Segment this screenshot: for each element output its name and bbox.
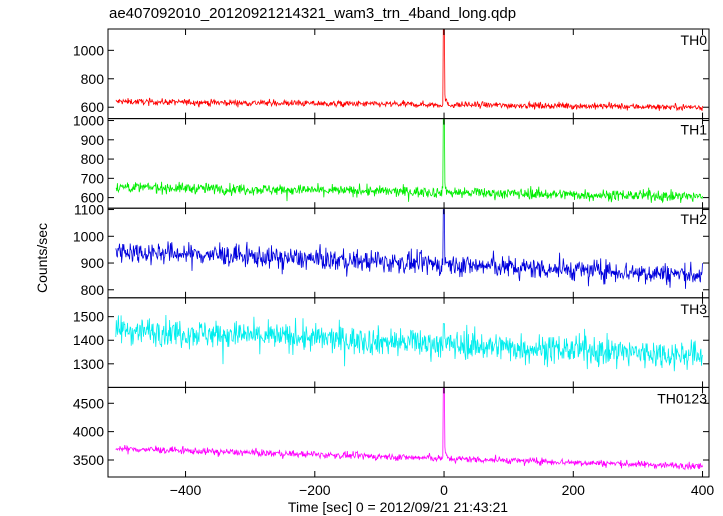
series-label: TH0 [681,32,708,48]
y-tick-label: 900 [81,132,105,148]
y-tick-label: 900 [81,255,105,271]
series-label: TH2 [681,211,708,227]
y-tick-label: 1000 [73,113,104,129]
panels-group: 600 800 1000 TH0 600 700 800 900 1000 TH1 800 900 10… [73,28,715,498]
panel-frame [107,386,710,478]
panel-th2: 800 900 1000 1100 TH2 [73,202,710,299]
x-tick-label: 0 [440,482,448,498]
y-tick-label: 4500 [73,395,104,411]
y-tick-label: 1400 [73,332,104,348]
panel-th3: 1300 1400 1500 TH3 [73,297,710,388]
y-tick-label: 700 [81,170,105,186]
x-tick-label: −200 [299,482,331,498]
y-tick-label: 1300 [73,356,104,372]
y-axis-label: Counts/sec [34,223,50,293]
y-tick-label: 600 [81,190,105,206]
series-label: TH0123 [657,390,707,406]
series-line-th3 [115,314,703,372]
x-axis-label: Time [sec] 0 = 2012/09/21 21:43:21 [288,499,508,515]
y-tick-label: 4000 [73,424,104,440]
series-line-th0123 [115,387,703,471]
x-tick-label: 400 [691,482,715,498]
y-tick-label: 800 [81,71,105,87]
panel-th1: 600 700 800 900 1000 TH1 [73,113,710,209]
series-line-th1 [115,118,703,204]
x-tick-label: −400 [170,482,202,498]
panel-th0: 600 800 1000 TH0 [73,28,710,120]
x-tick-label: 200 [562,482,586,498]
y-tick-label: 800 [81,151,105,167]
figure-title: ae407092010_20120921214321_wam3_trn_4ban… [109,5,516,22]
panel-frame [107,297,710,388]
series-line-th0 [115,29,703,112]
y-tick-label: 600 [81,99,105,115]
y-tick-label: 1100 [74,202,104,218]
y-tick-label: 800 [81,282,105,298]
series-label: TH1 [681,122,708,138]
series-line-th2 [115,209,703,289]
y-tick-label: 1000 [73,228,104,244]
y-tick-label: 3500 [73,452,104,468]
y-tick-label: 1500 [73,309,104,325]
panel-th0123: 3500 4000 4500 TH0123 −400 −200 0 200 400 [73,386,715,498]
y-tick-label: 1000 [73,42,104,58]
series-label: TH3 [681,301,708,317]
